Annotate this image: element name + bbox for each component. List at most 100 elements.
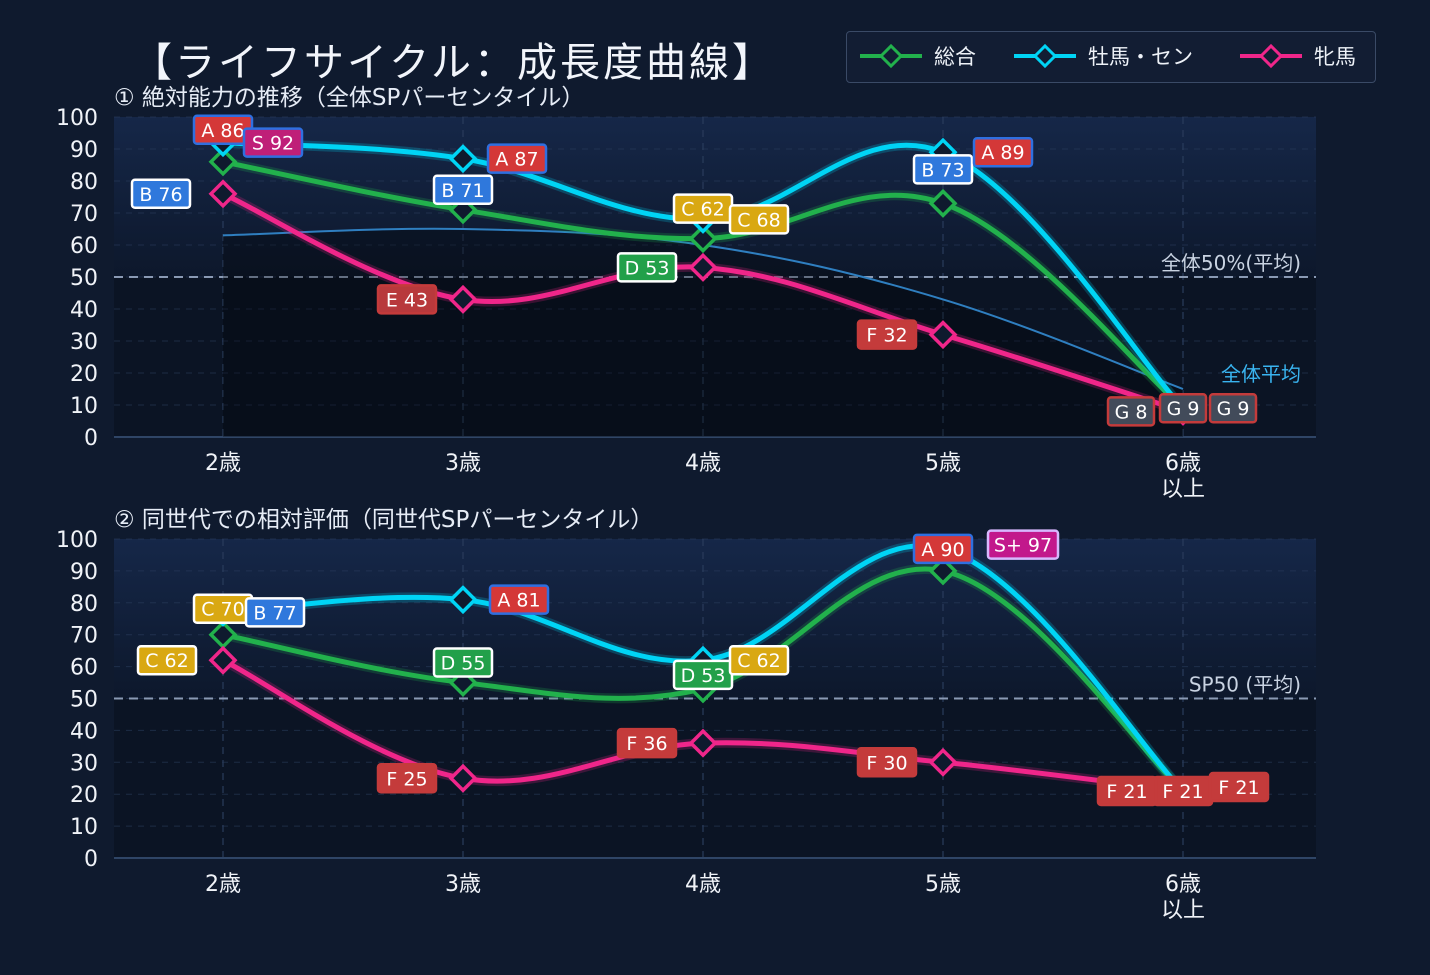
y-tick-label: 90 <box>70 560 98 585</box>
data-point <box>208 645 238 675</box>
y-tick-label: 60 <box>70 234 98 259</box>
y-tick-label: 100 <box>56 528 98 553</box>
y-tick-label: 60 <box>70 656 98 681</box>
y-tick-label: 30 <box>70 330 98 355</box>
data-label: C 70 <box>192 593 254 624</box>
svg-text:F 21: F 21 <box>1218 777 1259 799</box>
data-label: D 53 <box>672 659 734 691</box>
svg-text:A 90: A 90 <box>921 539 964 561</box>
svg-text:C 62: C 62 <box>145 650 188 672</box>
x-tick-label: 5歳 <box>925 451 961 476</box>
y-tick-label: 40 <box>70 719 98 744</box>
svg-text:C 70: C 70 <box>201 599 244 621</box>
svg-text:F 32: F 32 <box>866 325 907 347</box>
svg-text:B 73: B 73 <box>921 159 964 181</box>
data-point <box>688 252 718 282</box>
page-title: 【ライフサイクル：成長度曲線】 <box>132 40 775 86</box>
data-label: B 77 <box>244 597 306 628</box>
data-point <box>208 147 238 177</box>
data-label: B 71 <box>432 174 494 206</box>
series-line-2 <box>220 543 1186 794</box>
x-tick-label: 4歳 <box>685 451 721 476</box>
svg-text:A 81: A 81 <box>497 590 540 612</box>
data-point <box>448 144 478 174</box>
y-tick-label: 20 <box>70 783 98 808</box>
x-tick-label: 以上 <box>1161 477 1205 502</box>
x-tick-label: 2歳 <box>205 872 241 897</box>
svg-text:F 21: F 21 <box>1106 781 1147 803</box>
chart2-subtitle: ② 同世代での相対評価（同世代SPパーセンタイル） <box>114 507 654 533</box>
average-label: 全体平均 <box>1221 362 1301 386</box>
data-label: F 25 <box>376 763 438 794</box>
data-point <box>448 284 478 314</box>
y-tick-label: 80 <box>70 592 98 617</box>
svg-text:B 76: B 76 <box>139 184 182 206</box>
svg-text:S+ 97: S+ 97 <box>994 535 1052 557</box>
svg-text:D 53: D 53 <box>681 665 726 687</box>
svg-text:牝馬: 牝馬 <box>1314 45 1356 69</box>
x-tick-label: 2歳 <box>205 451 241 476</box>
data-label: A 81 <box>488 584 550 615</box>
data-label: F 21 <box>1208 771 1270 803</box>
svg-text:A 89: A 89 <box>981 142 1024 164</box>
y-tick-label: 90 <box>70 138 98 163</box>
x-tick-label: 3歳 <box>445 451 481 476</box>
data-point <box>928 188 958 218</box>
svg-text:G 9: G 9 <box>1217 398 1250 420</box>
svg-text:G 8: G 8 <box>1115 401 1148 423</box>
y-tick-label: 20 <box>70 362 98 387</box>
data-label: D 55 <box>432 647 494 678</box>
svg-text:牡馬・セン: 牡馬・セン <box>1088 45 1193 69</box>
svg-text:A 87: A 87 <box>495 149 538 171</box>
x-tick-label: 3歳 <box>445 872 481 897</box>
y-tick-label: 10 <box>70 394 98 419</box>
svg-text:S 92: S 92 <box>252 133 294 155</box>
data-label: F 21 <box>1152 775 1214 807</box>
y-tick-label: 70 <box>70 624 98 649</box>
data-label: C 68 <box>728 204 790 235</box>
data-label: S 92 <box>242 127 304 158</box>
svg-text:F 21: F 21 <box>1162 781 1203 803</box>
data-point <box>448 763 478 793</box>
data-point <box>928 747 958 777</box>
x-tick-label: 6歳 <box>1165 451 1201 476</box>
data-label: A 90 <box>912 533 974 565</box>
x-tick-label: 以上 <box>1161 898 1205 923</box>
y-tick-label: 0 <box>84 426 98 451</box>
legend-item-2: 牡馬・セン <box>1014 43 1193 69</box>
data-label: F 36 <box>616 727 678 759</box>
data-label: B 76 <box>130 178 192 210</box>
svg-text:C 62: C 62 <box>681 199 724 221</box>
data-point <box>688 224 718 254</box>
data-label: E 43 <box>376 284 438 315</box>
y-tick-label: 40 <box>70 298 98 323</box>
data-label: F 32 <box>856 319 918 350</box>
data-point <box>928 320 958 350</box>
data-label: F 21 <box>1096 775 1158 807</box>
data-label: B 73 <box>912 154 974 185</box>
y-tick-label: 80 <box>70 170 98 195</box>
data-label: C 62 <box>728 644 790 676</box>
svg-text:F 30: F 30 <box>866 752 907 774</box>
legend-item-1: 総合 <box>860 43 976 69</box>
svg-text:A 86: A 86 <box>201 120 244 142</box>
data-label: G 8 <box>1106 396 1156 427</box>
data-label: A 89 <box>972 136 1034 168</box>
data-label: G 9 <box>1158 392 1208 424</box>
data-label: F 30 <box>856 747 918 778</box>
average-area <box>223 228 1183 437</box>
data-point <box>208 179 238 209</box>
svg-text:F 36: F 36 <box>626 733 667 755</box>
series-line-1 <box>220 159 1186 411</box>
data-label: A 87 <box>486 143 548 174</box>
y-tick-label: 70 <box>70 202 98 227</box>
svg-text:B 77: B 77 <box>253 602 296 624</box>
x-tick-label: 4歳 <box>685 872 721 897</box>
y-tick-label: 50 <box>70 266 98 291</box>
data-label: C 62 <box>672 193 734 224</box>
svg-text:C 62: C 62 <box>737 650 780 672</box>
svg-text:D 53: D 53 <box>625 257 670 279</box>
